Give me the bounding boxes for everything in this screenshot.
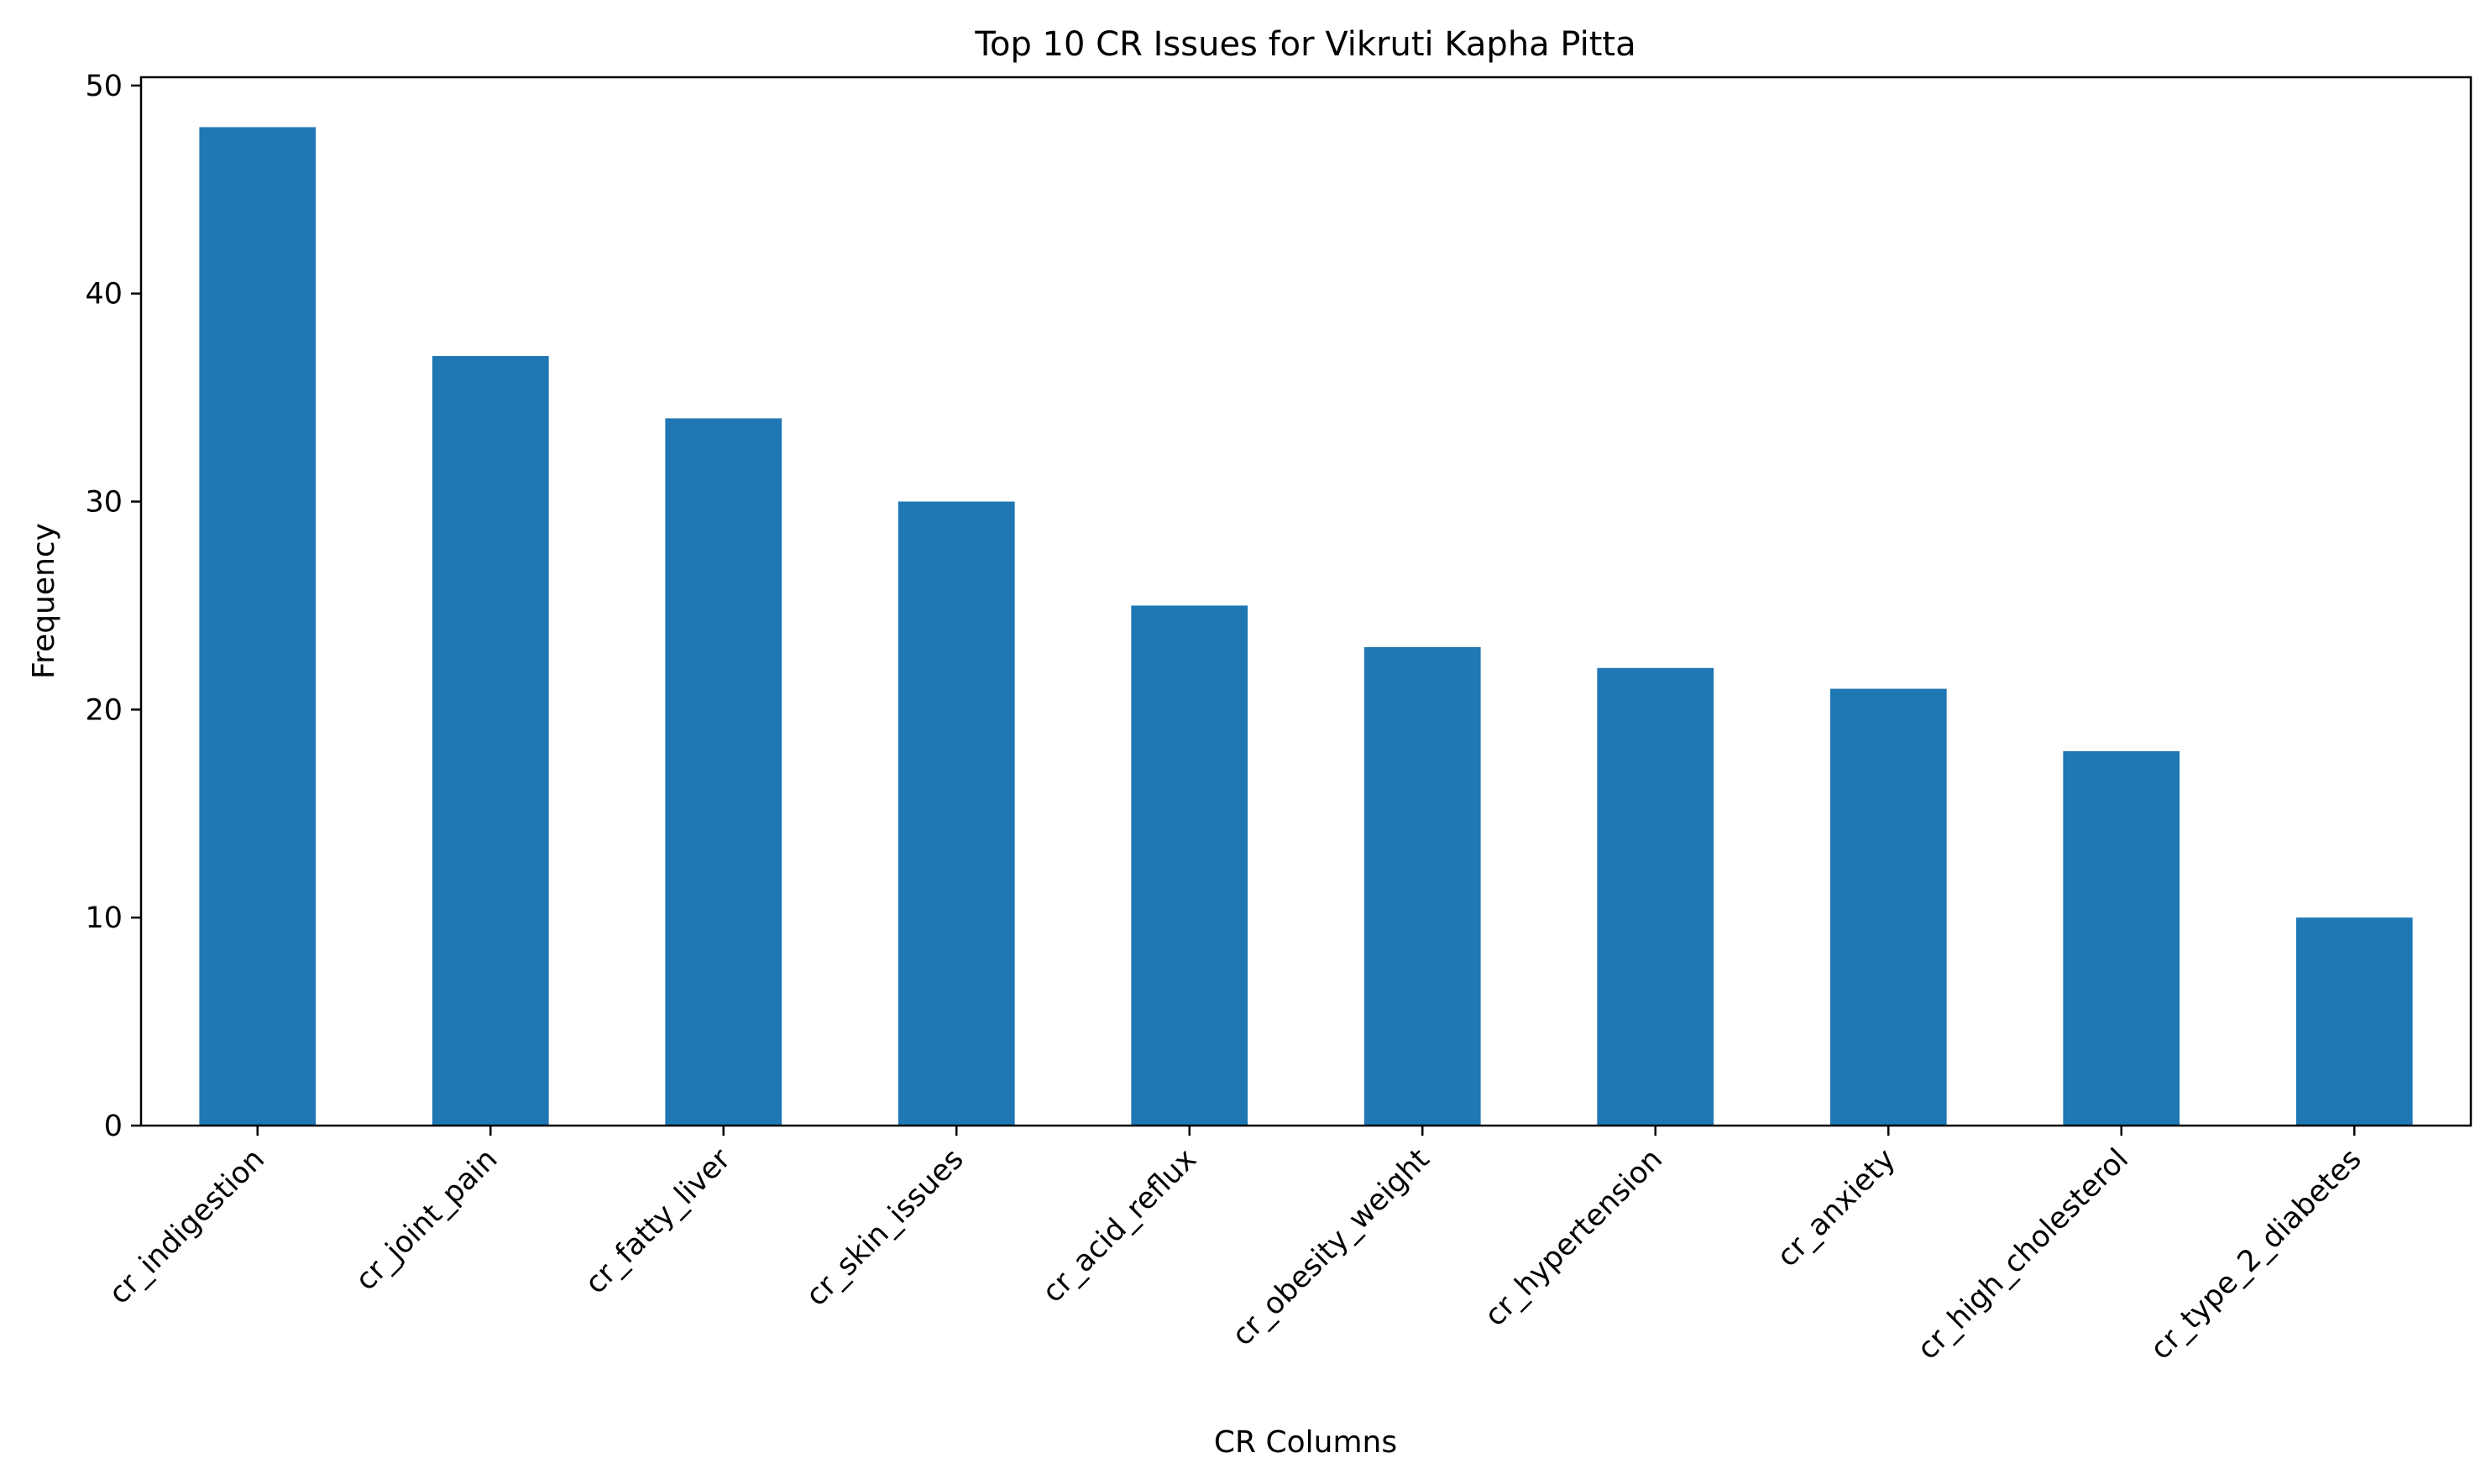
bars-group bbox=[199, 127, 2413, 1126]
plot-area-frame bbox=[139, 76, 2473, 1127]
y-tick-label: 10 bbox=[85, 901, 123, 935]
x-axis: cr_indigestion cr_joint_pain cr_fatty_live… bbox=[102, 1126, 2368, 1366]
bar-cr_indigestion bbox=[199, 127, 317, 1126]
y-tick-label: 20 bbox=[85, 693, 123, 727]
x-tick-label: cr_hypertension bbox=[1478, 1142, 1669, 1333]
bar-cr_skin_issues bbox=[897, 501, 1015, 1126]
x-tick-label: cr_skin_issues bbox=[800, 1142, 971, 1313]
y-tick-label: 50 bbox=[85, 70, 123, 103]
bar-cr_fatty_liver bbox=[665, 418, 782, 1126]
bar-cr_hypertension bbox=[1597, 667, 1714, 1126]
bar-cr_joint_pain bbox=[432, 356, 549, 1126]
x-tick-label: cr_anxiety bbox=[1771, 1142, 1902, 1273]
x-axis-label: CR Columns bbox=[1214, 1425, 1397, 1460]
x-tick-label: cr_joint_pain bbox=[349, 1142, 505, 1298]
y-tick-label: 0 bbox=[104, 1110, 123, 1143]
x-tick-label: cr_indigestion bbox=[102, 1142, 271, 1311]
x-tick-label: cr_obesity_weight bbox=[1226, 1142, 1436, 1352]
x-tick-label: cr_acid_reflux bbox=[1036, 1142, 1203, 1309]
x-tick-label: cr_high_cholesterol bbox=[1911, 1142, 2135, 1366]
y-tick-label: 30 bbox=[85, 486, 123, 520]
bar-cr_anxiety bbox=[1829, 688, 1947, 1126]
bar-cr_obesity_weight bbox=[1363, 647, 1481, 1126]
bar-cr_type_2_diabetes bbox=[2295, 917, 2413, 1126]
x-tick-label: cr_type_2_diabetes bbox=[2144, 1142, 2368, 1366]
y-tick-label: 40 bbox=[85, 278, 123, 311]
bar-cr_acid_reflux bbox=[1131, 605, 1248, 1126]
bar-cr_high_cholesterol bbox=[2063, 750, 2180, 1126]
chart-title: Top 10 CR Issues for Vikruti Kapha Pitta bbox=[974, 25, 1635, 64]
y-axis-label: Frequency bbox=[27, 523, 61, 679]
x-tick-label: cr_fatty_liver bbox=[579, 1142, 738, 1301]
y-axis: 0 10 20 30 40 50 bbox=[85, 70, 141, 1143]
